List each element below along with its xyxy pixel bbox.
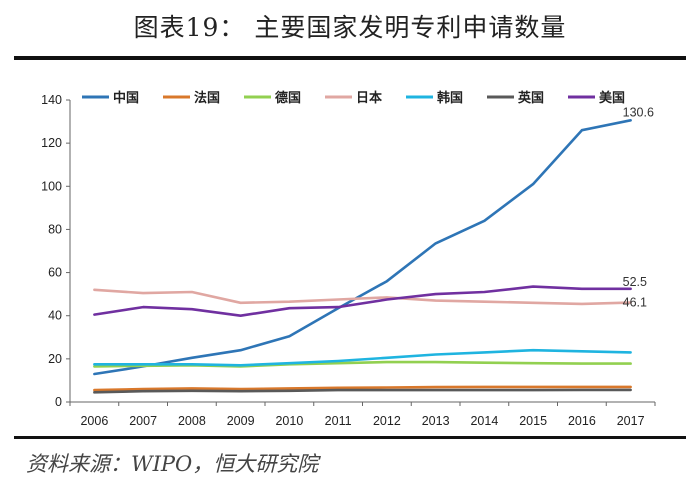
x-tick-label: 2011 — [325, 414, 352, 428]
series-line — [93, 348, 632, 367]
legend-label: 美国 — [599, 90, 625, 106]
y-tick-label: 60 — [48, 266, 62, 280]
legend-label: 法国 — [194, 90, 220, 106]
x-tick-label: 2008 — [178, 414, 206, 428]
y-tick-label: 120 — [41, 136, 62, 150]
series-line — [93, 388, 632, 394]
y-tick-label: 80 — [48, 222, 62, 236]
x-tick-label: 2015 — [519, 414, 547, 428]
x-tick-label: 2007 — [129, 414, 157, 428]
source-note: 资料来源：WIPO，恒大研究院 — [26, 452, 319, 476]
x-tick-label: 2012 — [373, 414, 401, 428]
chart-title: 图表19： 主要国家发明专利申请数量 — [133, 13, 567, 42]
y-tick-label: 20 — [48, 352, 62, 366]
legend-label: 英国 — [517, 90, 544, 106]
series-line — [93, 119, 632, 376]
data-label: 52.5 — [623, 275, 647, 289]
legend-label: 日本 — [356, 90, 382, 106]
x-tick-label: 2010 — [275, 414, 303, 428]
y-tick-label: 40 — [48, 309, 62, 323]
series-line — [93, 385, 632, 392]
x-tick-label: 2016 — [568, 414, 596, 428]
legend-label: 韩国 — [437, 90, 463, 106]
series-line — [93, 285, 632, 318]
series-line — [93, 288, 632, 306]
x-tick-label: 2006 — [80, 414, 108, 428]
data-label: 130.6 — [623, 105, 654, 119]
legend-label: 中国 — [113, 90, 139, 106]
data-label: 46.1 — [623, 296, 647, 310]
bottom-rule — [14, 436, 686, 439]
y-tick-label: 100 — [41, 179, 62, 193]
x-tick-label: 2014 — [470, 414, 498, 428]
x-tick-label: 2009 — [227, 414, 255, 428]
x-tick-label: 2017 — [617, 414, 645, 428]
y-tick-label: 0 — [55, 395, 62, 409]
legend-label: 德国 — [275, 90, 301, 106]
x-tick-label: 2013 — [422, 414, 450, 428]
y-tick-label: 140 — [41, 93, 62, 107]
top-rule — [14, 56, 686, 60]
